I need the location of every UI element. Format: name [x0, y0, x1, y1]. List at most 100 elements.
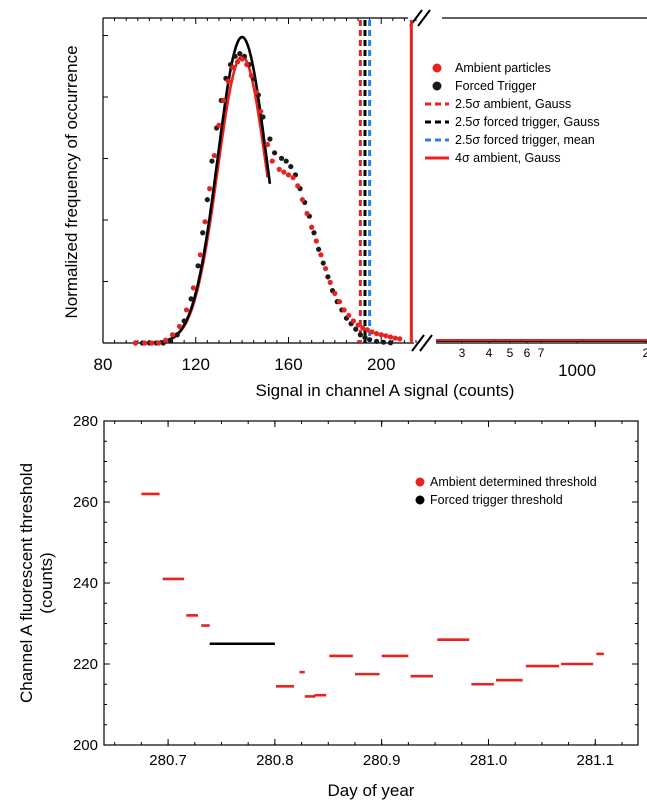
data-point [332, 290, 338, 296]
top-x-tick-label-right: 5 [507, 346, 514, 360]
data-point [176, 323, 183, 330]
data-point [174, 332, 180, 338]
data-point [313, 238, 319, 244]
bottom-panel: 200 220 240 260 280 280.7 280.8 280.9 281.0 281.1… [17, 413, 639, 800]
data-point [295, 183, 301, 189]
data-point [357, 332, 363, 338]
data-point [156, 340, 162, 346]
top-x-tick-label-right: 4 [486, 346, 493, 360]
data-point [149, 340, 155, 346]
data-point [200, 230, 206, 236]
data-point [304, 210, 310, 217]
legend-marker [432, 63, 442, 73]
top-x-tick-label-right: 7 [538, 346, 545, 360]
data-point [211, 152, 217, 159]
top-y-axis-label: Normalized frequency of occurrence [62, 45, 81, 318]
data-point [163, 337, 169, 343]
data-point [244, 61, 250, 68]
data-point [283, 158, 289, 164]
legend-label: 4σ ambient, Gauss [455, 151, 561, 165]
top-x-tick-label-right: 2 [643, 346, 647, 360]
data-point [341, 307, 347, 313]
legend-label: Ambient particles [455, 61, 551, 75]
data-point [373, 331, 380, 337]
top-x-tick-label-right: 3 [459, 346, 466, 360]
data-point [380, 339, 387, 345]
top-x-axis-label: Signal in channel A signal (counts) [256, 381, 515, 400]
top-x-tick-label: 120 [182, 355, 210, 374]
legend-label: 2.5σ ambient, Gauss [455, 97, 571, 111]
data-point [234, 59, 241, 65]
data-point [383, 333, 389, 339]
data-point [209, 158, 215, 164]
bottom-x-tick-label: 281.1 [577, 752, 615, 769]
data-point [353, 326, 359, 332]
bottom-plot-frame [103, 420, 639, 746]
data-point [350, 318, 356, 324]
data-point [239, 56, 245, 62]
data-point [309, 224, 315, 230]
data-point [336, 299, 343, 305]
data-point [230, 64, 236, 70]
top-panel: 80 120 160 200 3 4 5 6 7 1000 2 Signal in channel A… [62, 9, 647, 400]
data-point [207, 186, 213, 192]
data-point [169, 332, 176, 338]
data-point [253, 89, 259, 95]
data-point [269, 158, 275, 164]
data-point [311, 230, 317, 236]
data-point [258, 108, 264, 115]
data-point [167, 337, 173, 343]
legend-label: Ambient determined threshold [430, 475, 597, 489]
bottom-y-tick-label: 280 [73, 413, 98, 430]
data-point [278, 155, 285, 161]
data-point [397, 336, 403, 342]
data-point [355, 322, 361, 328]
bottom-x-tick-label: 280.9 [363, 752, 401, 769]
bottom-x-tick-label: 280.8 [256, 752, 294, 769]
data-point [387, 334, 394, 340]
data-point [181, 318, 187, 324]
data-point [260, 114, 266, 120]
bottom-y-tick-label: 260 [73, 494, 98, 511]
data-point [327, 279, 333, 285]
data-point [267, 136, 273, 142]
legend-label: 2.5σ forced trigger, mean [455, 133, 595, 147]
data-point [387, 340, 394, 346]
data-point [225, 78, 231, 84]
data-point [369, 329, 375, 335]
data-point [276, 166, 282, 172]
data-point [197, 252, 203, 258]
data-point [265, 141, 271, 148]
data-point [392, 335, 398, 341]
legend-marker [415, 495, 425, 505]
data-point [325, 274, 331, 280]
data-point [316, 246, 322, 252]
data-point [364, 327, 370, 333]
data-point [290, 175, 296, 181]
top-x-tick-label-right: 1000 [558, 361, 596, 380]
axis-break-mark [419, 334, 433, 352]
top-x-tick-label-right: 6 [524, 346, 531, 360]
data-point [362, 334, 368, 341]
axis-break-mark [411, 334, 425, 352]
data-point [367, 337, 373, 343]
data-point [346, 312, 352, 319]
data-point [188, 296, 194, 302]
bottom-x-axis-label: Day of year [328, 781, 415, 800]
data-point [322, 265, 329, 272]
legend-marker [415, 477, 425, 487]
data-point [195, 263, 201, 269]
data-point [202, 219, 208, 225]
top-x-tick-label: 80 [94, 355, 113, 374]
data-point [318, 252, 324, 258]
data-point [281, 169, 287, 175]
top-x-tick-label: 200 [367, 355, 395, 374]
bottom-y-axis-label: Channel A fluorescent threshold [17, 463, 36, 703]
bottom-y-tick-label: 200 [73, 737, 98, 754]
data-point [220, 97, 227, 104]
data-point [142, 340, 148, 346]
legend-label: Forced Trigger [455, 79, 536, 93]
bottom-y-axis-label: (counts) [37, 552, 56, 613]
data-point [190, 285, 197, 291]
